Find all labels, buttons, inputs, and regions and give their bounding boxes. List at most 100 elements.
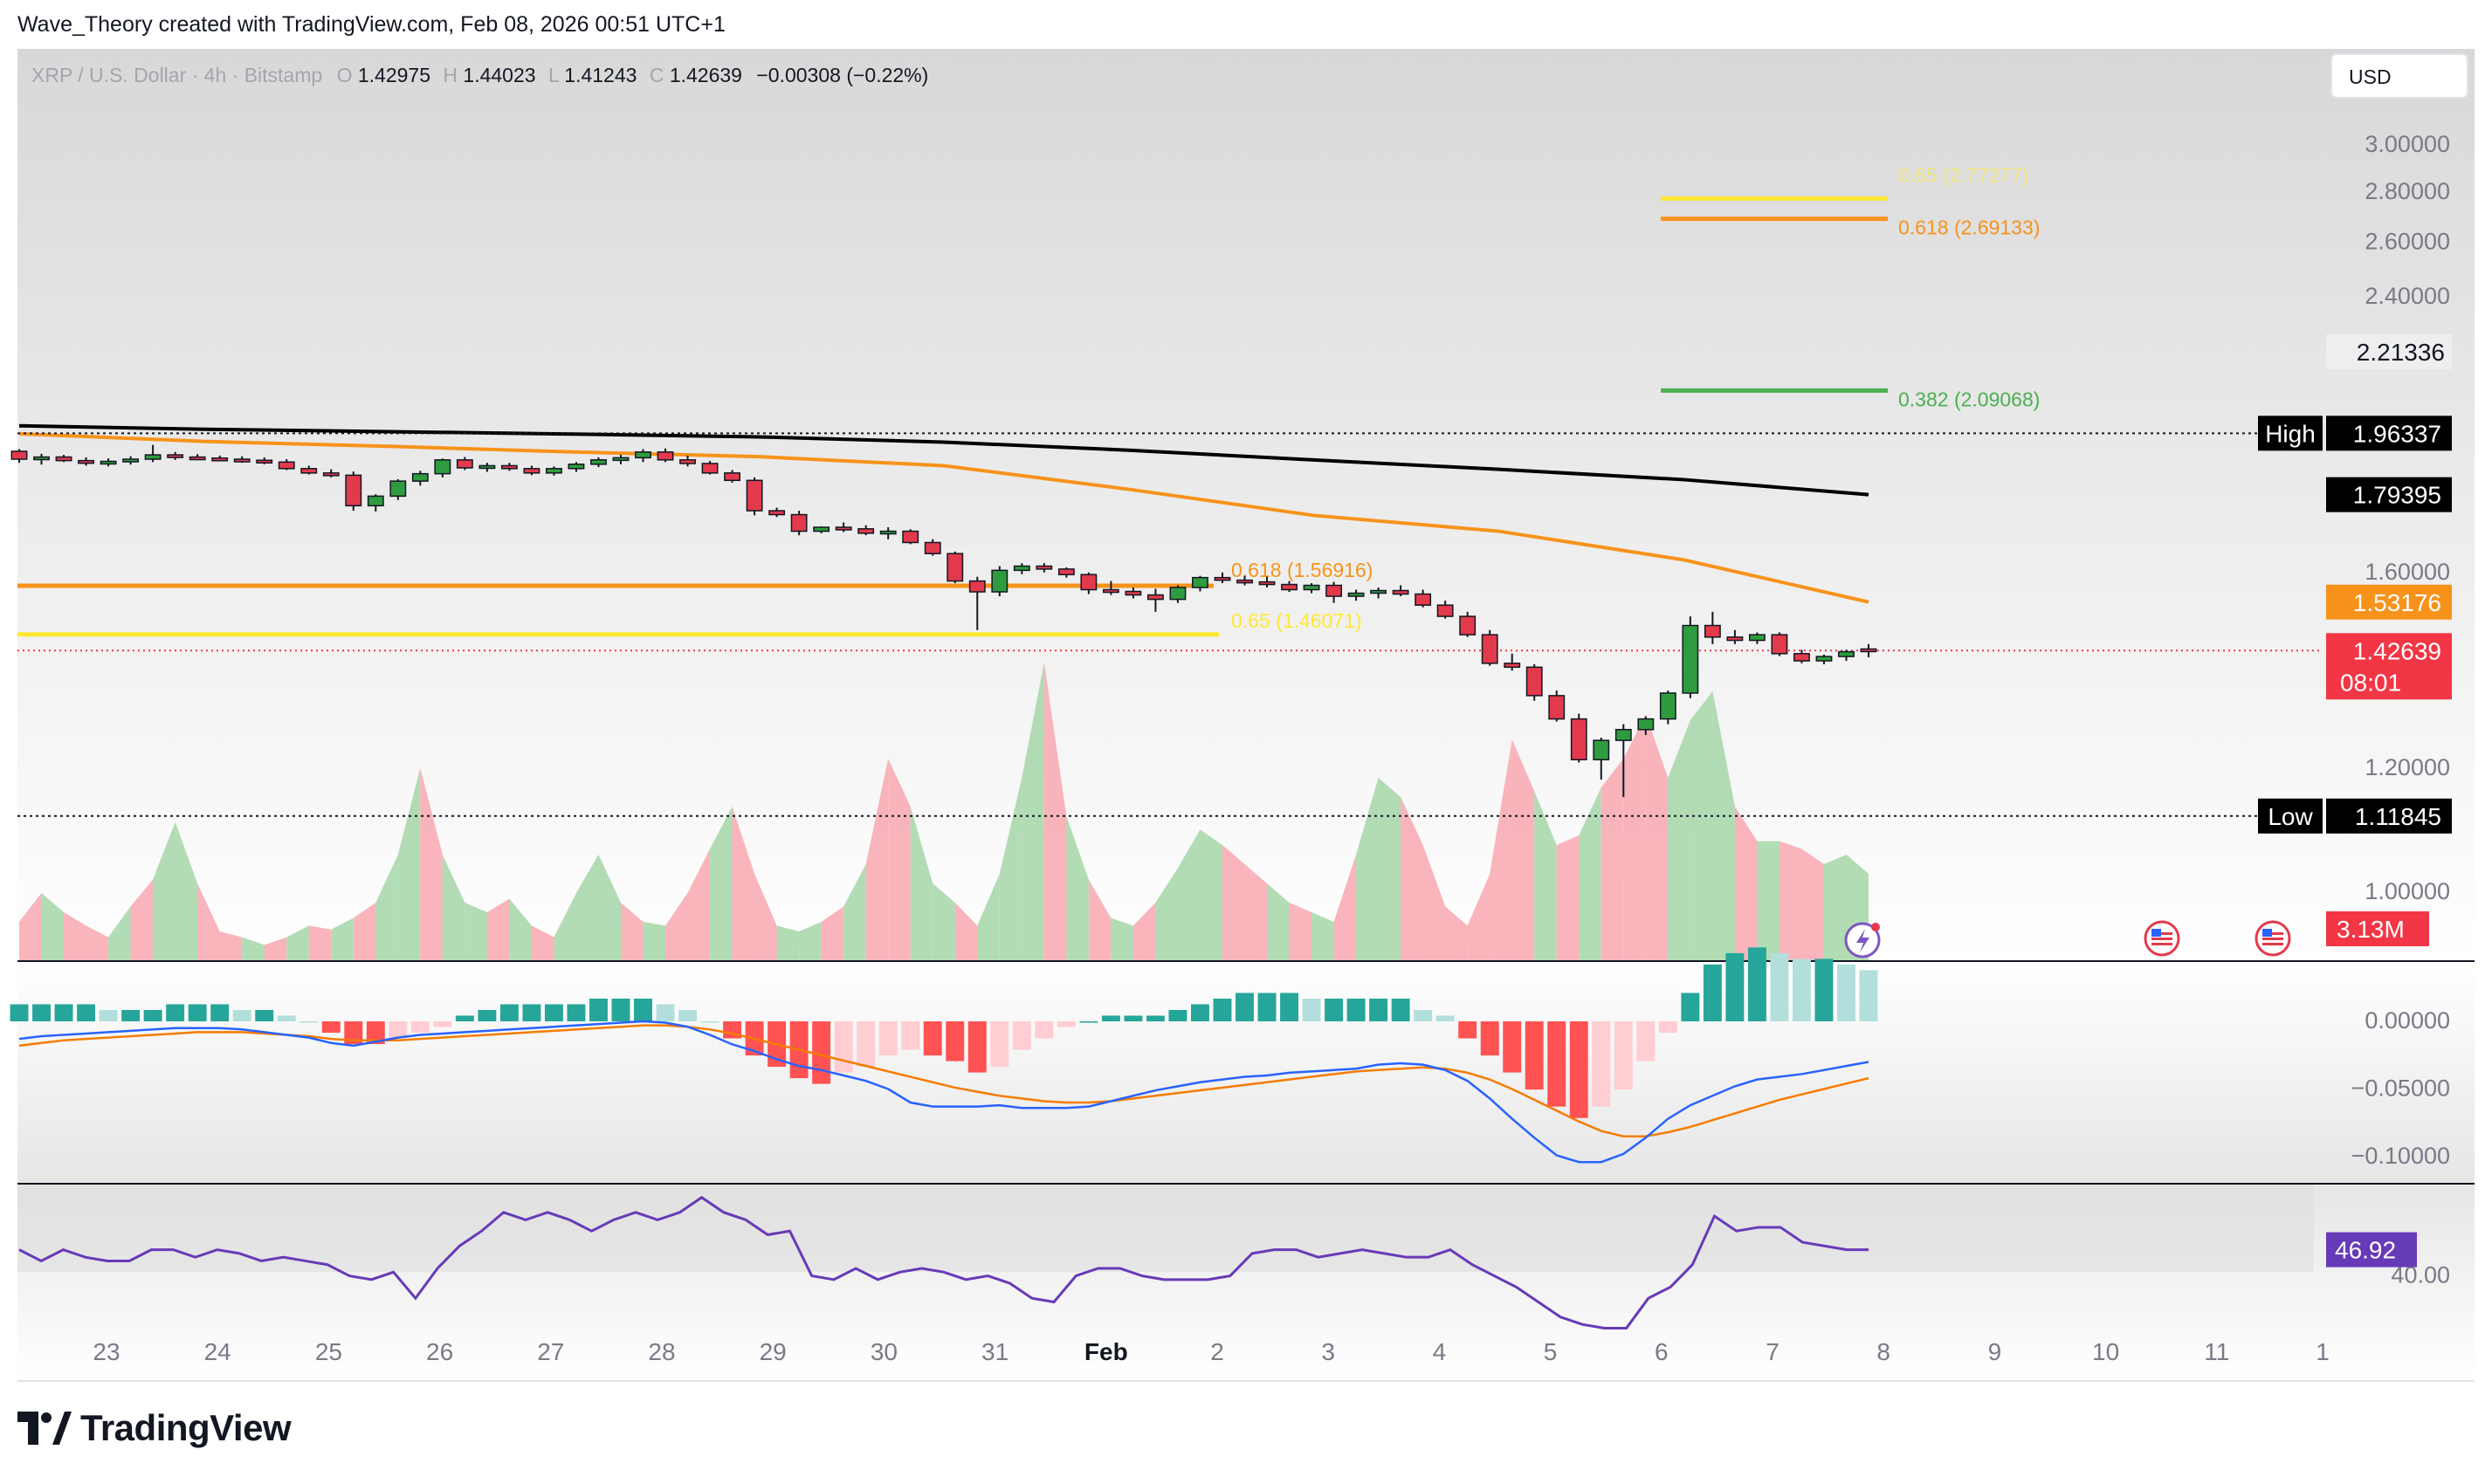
macd-histogram-bar: [1658, 1021, 1677, 1034]
volume-area-segment: [1668, 720, 1690, 960]
macd-axis-tick: −0.10000: [2351, 1143, 2450, 1169]
candle-down: [1214, 576, 1231, 581]
candle-down: [523, 468, 540, 474]
tradingview-logo-text: TradingView: [80, 1407, 292, 1448]
time-axis-tick: 5: [1544, 1338, 1558, 1365]
macd-histogram-bar: [1814, 958, 1834, 1021]
macd-histogram-bar: [967, 1021, 987, 1073]
currency-button[interactable]: USD: [2330, 53, 2468, 99]
volume-area-segment: [420, 768, 443, 960]
us-flag-icon[interactable]: [2255, 920, 2291, 957]
candle-down: [1548, 695, 1566, 720]
price-label-bg: [2326, 584, 2452, 620]
macd-histogram-bar: [1213, 998, 1232, 1021]
macd-histogram-bar: [1325, 998, 1344, 1021]
time-axis-tick: 30: [871, 1338, 898, 1365]
candle-down: [947, 553, 964, 582]
macd-histogram-bar: [1190, 1004, 1209, 1021]
macd-histogram-bar: [1547, 1021, 1566, 1107]
candle-down: [1392, 589, 1409, 595]
time-axis[interactable]: 23 24 25 26 27 28 29 30 31 Feb 2 3 4 5 6 7 8 9 10 11 1: [93, 1338, 2329, 1365]
candle-down: [1570, 718, 1587, 761]
volume-area-segment: [197, 883, 220, 960]
fib-levels-layer: 0.65 (2.77277) 0.618 (2.69133) 0.382 (2.09…: [17, 163, 2040, 637]
volume-area-segment: [486, 898, 510, 960]
candle-up: [478, 464, 496, 470]
volume-area-segment: [843, 864, 866, 960]
macd-histogram-bar: [1770, 952, 1789, 1021]
time-axis-tick: 9: [1988, 1338, 2002, 1365]
candle-up: [1370, 589, 1387, 594]
time-axis-tick: 10: [2092, 1338, 2119, 1365]
candle-up: [1748, 634, 1766, 642]
macd-line: [18, 1020, 1869, 1164]
volume-area-segment: [1132, 903, 1156, 960]
candle-down: [322, 472, 340, 477]
volume-area-segment: [1378, 778, 1401, 960]
tradingview-logo[interactable]: TradingView: [17, 1407, 292, 1449]
macd-histogram-bar: [834, 1021, 853, 1073]
lightning-icon[interactable]: [1844, 922, 1881, 958]
candle-down: [835, 526, 852, 531]
us-flag-icon[interactable]: [2144, 920, 2180, 957]
volume-area-segment: [1757, 841, 1780, 960]
macd-histogram-bar: [1725, 952, 1745, 1021]
candle-up: [1637, 718, 1655, 731]
legend-o-label: O: [337, 64, 353, 86]
volume-area-segment: [999, 778, 1022, 960]
macd-histogram-bar: [499, 1004, 519, 1021]
fib-level-label: 0.618 (1.56916): [1231, 559, 1373, 581]
macd-histogram-bar: [1414, 1009, 1433, 1021]
volume-area-segment: [1177, 829, 1201, 960]
macd-histogram-bar: [1569, 1021, 1588, 1118]
volume-area-segment: [687, 848, 711, 960]
macd-histogram-bar: [1057, 1021, 1076, 1027]
candle-down: [78, 459, 94, 464]
candle-down: [189, 456, 206, 461]
volume-area-segment: [1534, 791, 1557, 960]
time-axis-tick: 1: [2316, 1338, 2330, 1365]
volume-area-segment: [1690, 691, 1713, 960]
candle-up: [1192, 576, 1208, 588]
candle-down: [724, 472, 741, 482]
volume-area-segment: [19, 893, 42, 960]
price-axis-tick: 2.40000: [2365, 283, 2450, 309]
volume-area-segment: [1490, 739, 1512, 960]
macd-histogram-bar: [1236, 993, 1254, 1021]
macd-histogram-bar: [611, 998, 630, 1021]
candle-down: [924, 541, 941, 554]
candle-down: [1102, 588, 1119, 594]
price-label-bg: [2326, 798, 2452, 834]
price-label: 1.96337: [2353, 420, 2441, 447]
price-axis-tick: 1.20000: [2365, 754, 2450, 780]
macd-histogram-bar: [990, 1021, 1009, 1068]
candle-up: [546, 468, 562, 474]
volume-area-segment: [264, 937, 287, 960]
candle-down: [500, 464, 518, 470]
time-axis-tick: 2: [1210, 1338, 1224, 1365]
macd-histogram-bar: [1480, 1021, 1499, 1056]
macd-histogram-bar: [277, 1015, 296, 1021]
time-axis-tick: Feb: [1084, 1338, 1128, 1365]
high-low-lines: [17, 432, 2323, 817]
candle-down: [167, 454, 184, 458]
candle-down: [857, 528, 875, 534]
candle-up: [1303, 584, 1320, 591]
price-labels: 2.21336 1.96337 High 1.79395 1.53176 1.42639 0…: [2258, 333, 2452, 1268]
macd-histogram-bar: [99, 1009, 118, 1021]
volume-area-segment: [1267, 883, 1290, 960]
macd-histogram-bar: [634, 998, 652, 1021]
rsi-label: 46.92: [2335, 1237, 2396, 1264]
volume-area-segment: [1623, 714, 1646, 960]
volume-area-segment: [620, 903, 644, 960]
legend-l-label: L: [548, 64, 560, 86]
ohlc-legend: XRP / U.S. Dollar · 4h · Bitstamp O 1.42…: [31, 64, 928, 86]
candle-up: [1815, 656, 1833, 662]
price-label-bg: [2326, 333, 2452, 369]
price-axis-tick: 3.00000: [2365, 131, 2450, 157]
volume-area-segment: [1088, 879, 1112, 960]
candle-up: [434, 459, 451, 475]
volume-area-segment: [331, 917, 354, 960]
candle-down: [456, 459, 473, 469]
